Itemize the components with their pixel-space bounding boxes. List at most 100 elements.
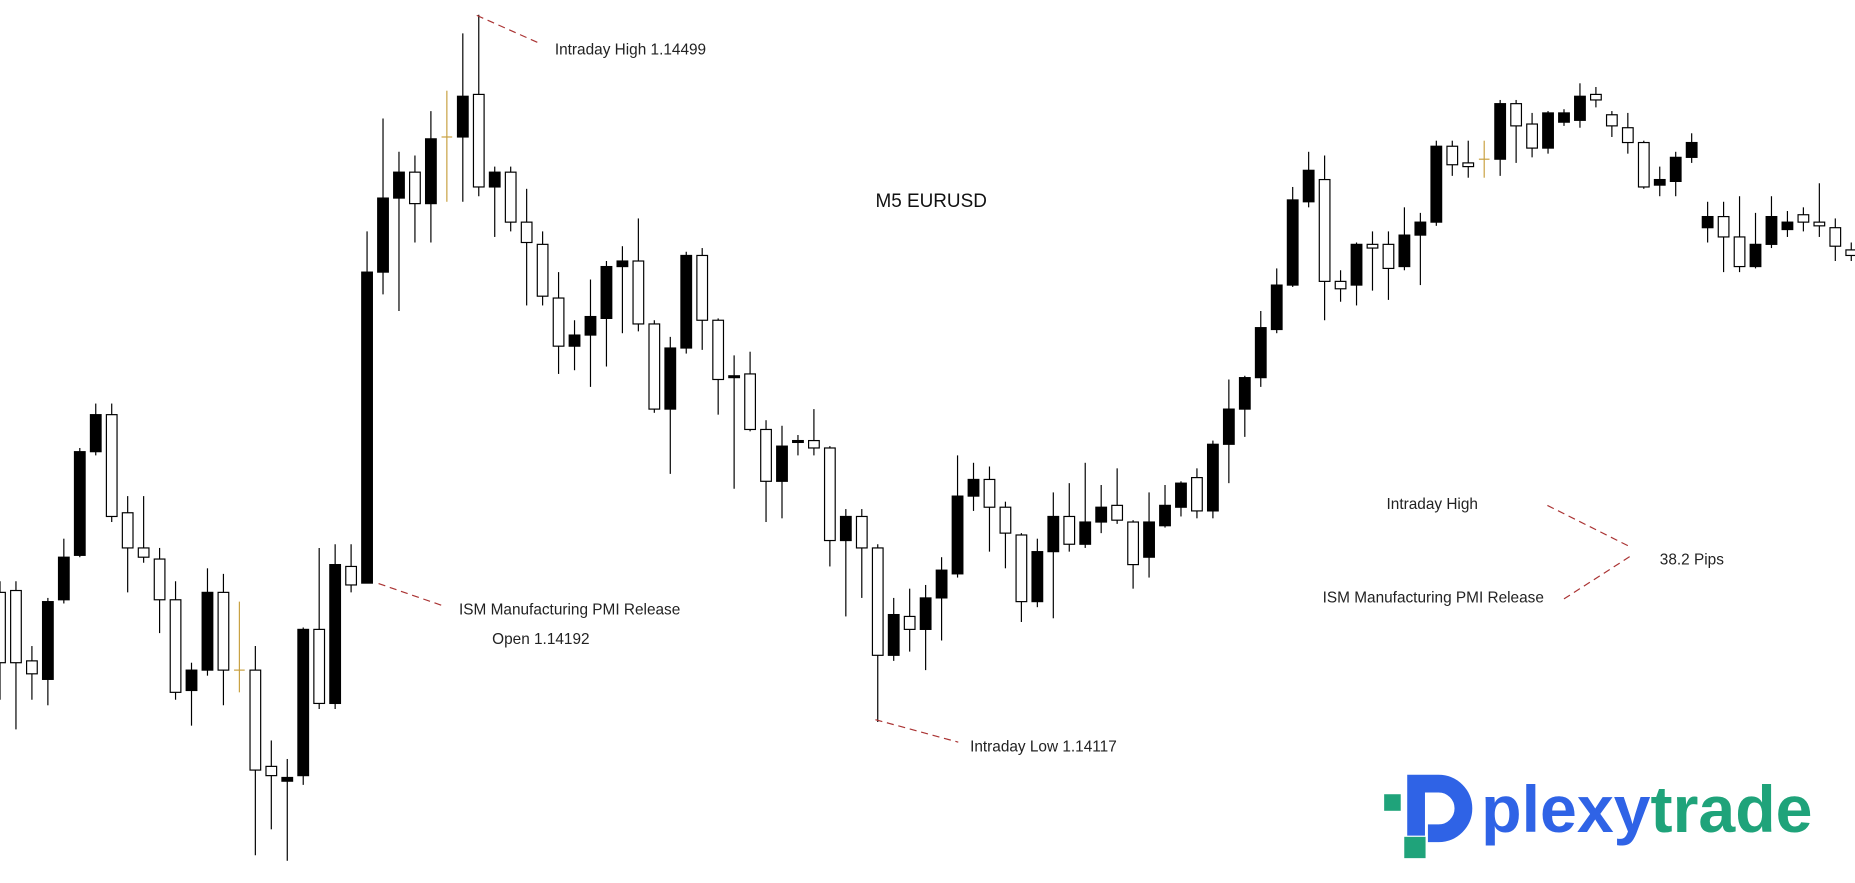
annotation: ISM Manufacturing PMI Release xyxy=(1323,589,1544,606)
candle-body xyxy=(1765,215,1778,245)
candle-body xyxy=(153,558,166,601)
candle-body xyxy=(951,495,964,575)
candle-body xyxy=(600,265,613,319)
candle-body xyxy=(472,93,485,188)
candle-body xyxy=(57,556,70,601)
candle-body xyxy=(89,414,102,453)
candle-body xyxy=(999,506,1012,534)
candle-body xyxy=(377,197,389,273)
candle-body xyxy=(664,347,677,410)
connectors xyxy=(378,14,1631,743)
annotation: 38.2 Pips xyxy=(1660,552,1724,569)
annotation: Intraday High 1.14499 xyxy=(555,41,706,58)
candle-body xyxy=(823,447,836,542)
candle-body xyxy=(616,260,629,268)
logo-icon xyxy=(1407,774,1473,843)
candle-body xyxy=(504,171,517,223)
candle-body xyxy=(137,547,150,558)
candle-body xyxy=(760,428,772,482)
candle-body xyxy=(1366,243,1379,249)
candle-body xyxy=(1063,515,1076,545)
connector xyxy=(378,582,444,607)
candle-body xyxy=(169,599,182,693)
candle-body xyxy=(1446,145,1459,166)
candle-body xyxy=(919,597,932,630)
candle-body xyxy=(185,669,198,692)
candle-body xyxy=(1175,482,1187,508)
candle-body xyxy=(1318,178,1331,282)
candle-body xyxy=(648,323,661,410)
candle-body xyxy=(887,613,900,656)
candle-body xyxy=(808,439,820,449)
candle-body xyxy=(1669,156,1682,183)
candle-body xyxy=(1733,236,1746,268)
connector xyxy=(1563,555,1631,600)
candle-body xyxy=(632,260,645,325)
candle-body xyxy=(1222,408,1235,445)
candle-body xyxy=(1238,377,1251,410)
candle-body xyxy=(345,565,358,586)
candle-body xyxy=(105,414,118,518)
candle-body xyxy=(1206,443,1219,512)
candle-body xyxy=(26,660,38,675)
candle-body xyxy=(967,478,980,497)
candle-body xyxy=(839,515,852,542)
candle-body xyxy=(1270,284,1283,331)
candle-body xyxy=(536,243,549,297)
annotation: ISM Manufacturing PMI Release xyxy=(459,601,680,618)
logo: plexytrade xyxy=(1384,773,1813,859)
candle-body xyxy=(1574,95,1586,121)
candle-body xyxy=(313,628,326,705)
annotation: Intraday High xyxy=(1387,496,1478,513)
candle-body xyxy=(10,589,22,664)
candle-body xyxy=(1334,280,1347,290)
annotation: Open 1.14192 xyxy=(492,631,589,648)
candle-body xyxy=(1191,477,1203,512)
candle-body xyxy=(1717,215,1730,238)
candle-body xyxy=(281,776,294,782)
candle-body xyxy=(424,138,437,205)
candle-body xyxy=(1605,114,1618,127)
logo-square xyxy=(1384,794,1401,811)
candle-body xyxy=(1797,214,1810,223)
candle-body xyxy=(871,547,884,656)
candle-body xyxy=(265,765,278,777)
candle-body xyxy=(1414,221,1427,236)
candle-body xyxy=(1031,551,1044,603)
candle-body xyxy=(744,373,756,431)
candle-body xyxy=(1015,534,1028,603)
candle-body xyxy=(201,591,214,671)
candle-body xyxy=(1813,221,1826,227)
candle-body xyxy=(1254,327,1267,379)
candle-body xyxy=(1701,215,1714,229)
candle-body xyxy=(1143,521,1155,558)
logo-part: plexy xyxy=(1481,773,1651,847)
candle-body xyxy=(568,334,581,347)
candle-body xyxy=(1382,243,1395,270)
candle-body xyxy=(1127,521,1140,566)
candle-body xyxy=(1111,504,1124,521)
candle-body xyxy=(792,439,804,444)
candle-body xyxy=(1526,123,1538,149)
candle-body xyxy=(1302,169,1315,203)
candle-body xyxy=(1653,178,1666,186)
candle-body xyxy=(680,254,693,349)
candle-body xyxy=(409,171,421,205)
chart-title: M5 EURUSD xyxy=(875,191,986,212)
candle-body xyxy=(121,512,134,549)
candle-body xyxy=(1845,249,1855,257)
candle-body xyxy=(935,569,948,599)
candle-body xyxy=(1350,243,1363,286)
candle-body xyxy=(1781,221,1794,231)
candle-body xyxy=(1079,521,1092,545)
candle-body xyxy=(41,601,54,680)
candle-body xyxy=(217,591,230,671)
candle-body xyxy=(1494,103,1507,160)
candle-body xyxy=(584,315,597,336)
candle-body xyxy=(696,254,709,321)
candle-body xyxy=(361,271,373,584)
candle-body xyxy=(855,515,868,549)
candles xyxy=(0,14,1855,861)
